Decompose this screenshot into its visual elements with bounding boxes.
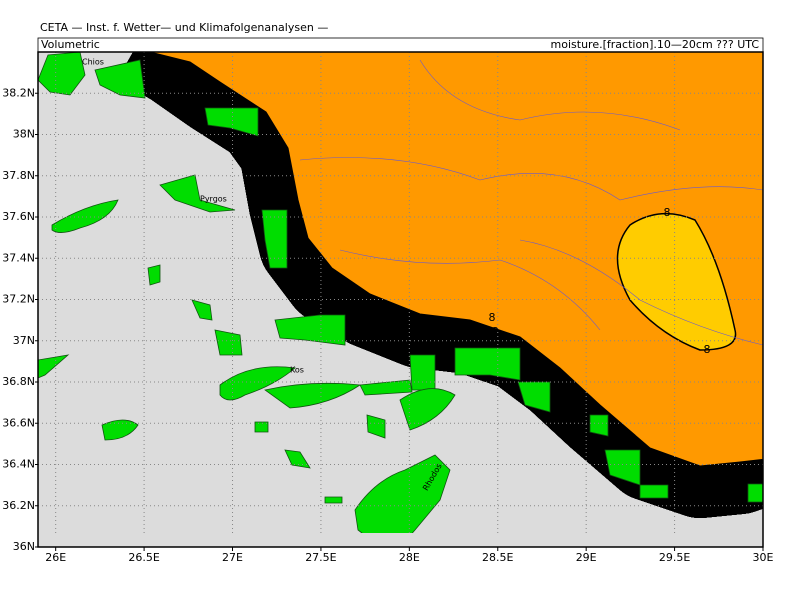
y-tick-label: 36N [13,540,35,553]
x-tick-label: 26E [45,551,66,564]
subtitle-right: moisture.[fraction].10—20cm ??? UTC [551,38,760,51]
y-tick-label: 36.8N [2,375,35,388]
y-tick-label: 36.4N [2,458,35,471]
x-tick-label: 27.5E [305,551,336,564]
land-dry [149,52,763,467]
contour-label: 12 [485,325,499,338]
y-tick-label: 37.8N [2,169,35,182]
islands [38,52,763,547]
x-tick-label: 27E [222,551,243,564]
contour-label: 8 [664,206,671,219]
contour-label: 8 [489,311,496,324]
map-area: Chios Pyrgos Kos Rhodos 8 12 8 8 [38,52,763,547]
y-tick-label: 36.2N [2,499,35,512]
place-label: Pyrgos [200,195,227,204]
footer-bg [38,533,763,547]
y-tick-label: 36.6N [2,416,35,429]
y-tick-label: 38N [13,128,35,141]
graticule [38,52,763,547]
place-label: Chios [82,58,104,67]
contour-region [616,212,737,351]
subtitle-left: Volumetric [41,38,100,51]
y-tick-label: 38.2N [2,86,35,99]
place-label: Kos [290,366,304,375]
y-tick-label: 37.6N [2,210,35,223]
x-tick-label: 26.5E [128,551,159,564]
contour-label: 8 [704,343,711,356]
y-tick-label: 37N [13,334,35,347]
x-tick-label: 30E [753,551,774,564]
borders [299,59,763,346]
y-tick-label: 37.2N [2,293,35,306]
x-tick-label: 29.5E [659,551,690,564]
x-tick-label: 29E [576,551,597,564]
x-tick-label: 28E [399,551,420,564]
y-tick-label: 37.4N [2,251,35,264]
title: CETA — Inst. f. Wetter— und Klimafolgena… [40,21,328,34]
x-tick-label: 28.5E [482,551,513,564]
